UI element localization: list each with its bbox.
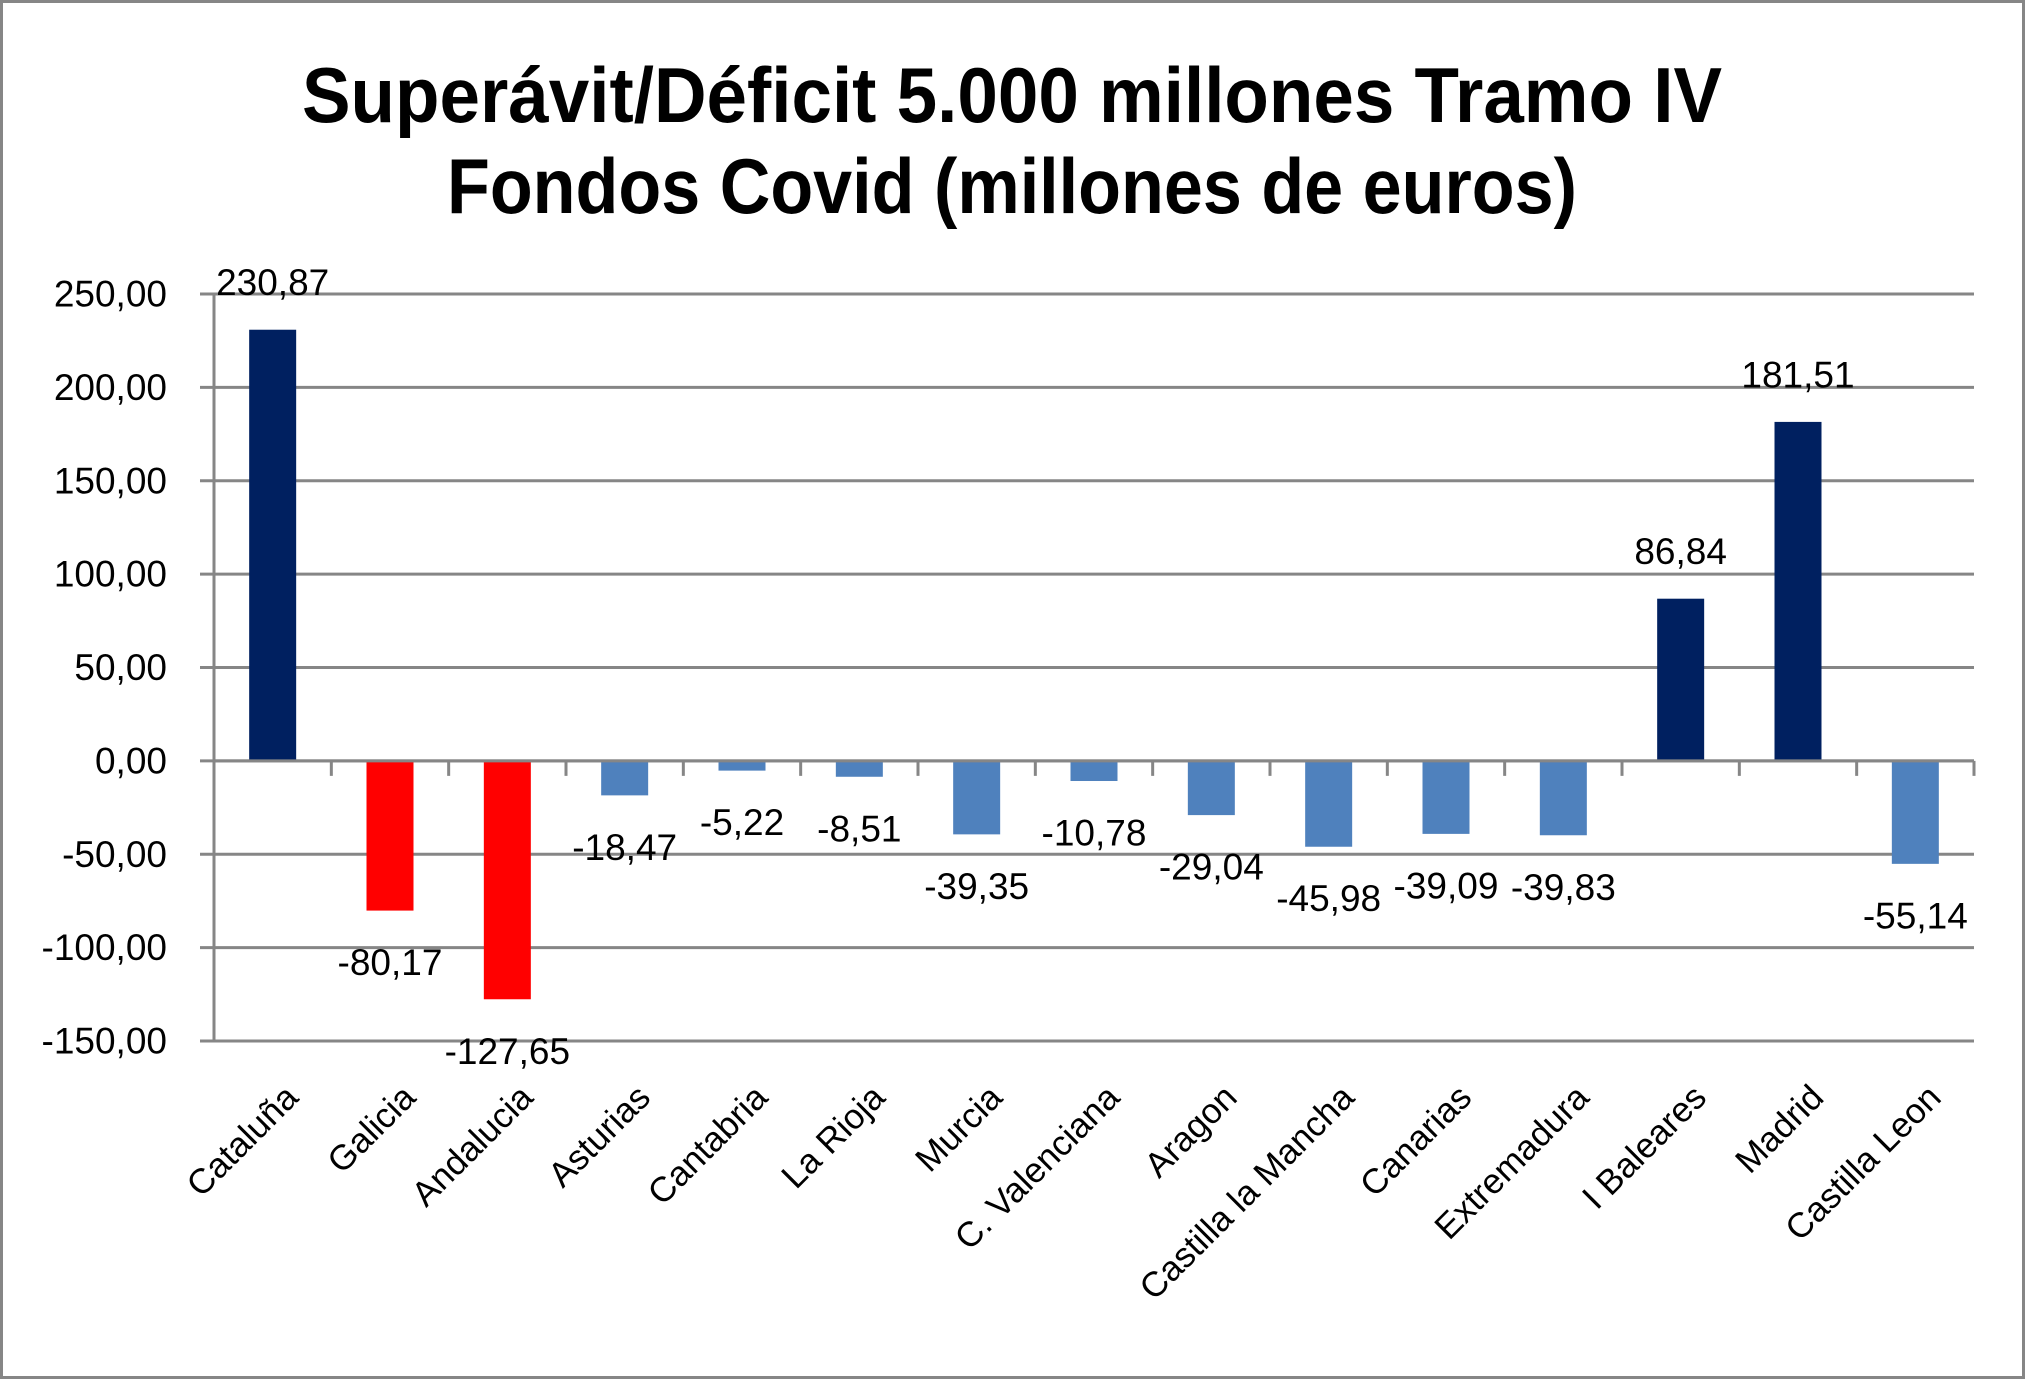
data-label: -39,35 — [924, 866, 1029, 907]
chart-title-line-2: Fondos Covid (millones de euros) — [447, 142, 1577, 230]
bar-i-baleares — [1657, 598, 1705, 761]
chart-title-line-1: Superávit/Déficit 5.000 millones Tramo I… — [302, 51, 1722, 139]
data-label: -10,78 — [1042, 813, 1147, 854]
data-label: -45,98 — [1276, 878, 1381, 919]
bar-madrid — [1774, 421, 1822, 761]
bar-asturias — [601, 760, 649, 796]
y-axis-tick-labels: 250,00 200,00 150,00 100,00 50,00 0,00 -50,00 -… — [42, 274, 168, 1062]
bar-castilla-la-mancha — [1305, 760, 1353, 847]
y-tick-label: 150,00 — [54, 460, 167, 501]
data-label: -18,47 — [572, 827, 677, 868]
axes — [212, 294, 1976, 1041]
bar-galicia — [366, 760, 414, 911]
bar-c-valenciana — [1070, 760, 1118, 782]
data-label: -127,65 — [445, 1031, 571, 1072]
y-tick-label: -50,00 — [62, 834, 167, 875]
data-label: -5,22 — [700, 802, 784, 843]
y-tick-label: 50,00 — [74, 647, 167, 688]
y-tick-label: 250,00 — [54, 274, 167, 315]
bar-andalucia — [483, 760, 531, 1000]
data-label: 86,84 — [1634, 531, 1727, 572]
y-tick-label: 200,00 — [54, 367, 167, 408]
data-label: 181,51 — [1741, 354, 1854, 395]
bar-murcia — [953, 760, 1001, 835]
data-label: 230,87 — [216, 262, 329, 303]
y-tick-label: -150,00 — [42, 1021, 168, 1062]
bar-extremadura — [1539, 760, 1587, 836]
y-tick-label: 100,00 — [54, 554, 167, 595]
bars — [249, 329, 1939, 1000]
data-label: -29,04 — [1159, 847, 1264, 888]
bar-aragon — [1187, 760, 1235, 816]
bar-canarias — [1422, 760, 1470, 834]
data-labels: 230,87 -80,17 -127,65 -18,47 -5,22 -8,51 -39,3… — [216, 262, 1968, 1072]
bar-castilla-leon — [1891, 760, 1939, 864]
data-label: -39,83 — [1511, 867, 1616, 908]
bar-cantabria — [718, 760, 766, 771]
data-label: -55,14 — [1863, 895, 1968, 936]
y-tick-label: 0,00 — [95, 740, 167, 781]
bar-cataluña — [249, 329, 297, 761]
data-label: -39,09 — [1394, 865, 1499, 906]
data-label: -80,17 — [338, 942, 443, 983]
y-tick-label: -100,00 — [42, 927, 168, 968]
bar-la-rioja — [835, 760, 883, 777]
data-label: -8,51 — [817, 808, 901, 849]
